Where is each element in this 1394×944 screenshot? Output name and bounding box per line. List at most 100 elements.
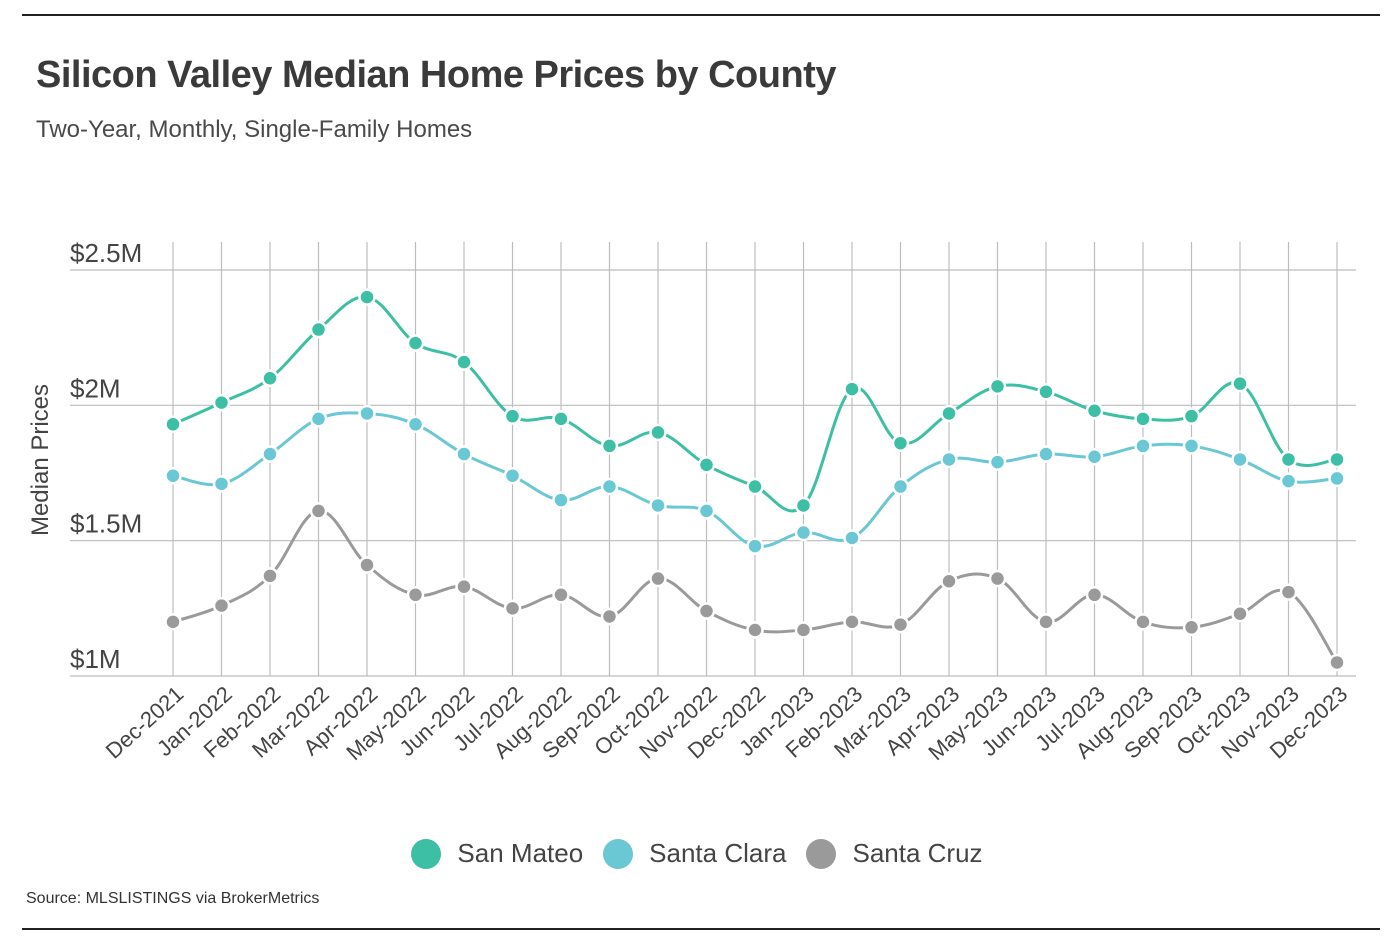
- data-point-santa-clara: [1328, 469, 1346, 488]
- legend-item-santa-clara: Santa Clara: [603, 838, 786, 869]
- data-point-santa-cruz: [891, 615, 910, 634]
- data-point-santa-cruz: [212, 596, 231, 615]
- legend-label-santa-clara: Santa Clara: [649, 838, 787, 868]
- data-point-san-mateo: [988, 377, 1007, 396]
- data-point-santa-clara: [406, 415, 425, 434]
- data-point-san-mateo: [406, 334, 425, 352]
- data-point-san-mateo: [552, 410, 570, 428]
- chart-title: Silicon Valley Median Home Prices by Cou…: [36, 54, 836, 96]
- data-point-san-mateo: [1328, 450, 1346, 469]
- data-point-san-mateo: [1037, 383, 1055, 401]
- data-point-santa-cruz: [309, 502, 328, 520]
- data-point-santa-cruz: [1231, 604, 1249, 623]
- series-layer: [164, 288, 1346, 672]
- data-point-santa-clara: [1037, 445, 1055, 463]
- data-point-santa-clara: [1182, 437, 1201, 455]
- data-point-santa-clara: [891, 477, 910, 496]
- chart-subtitle: Two-Year, Monthly, Single-Family Homes: [36, 116, 473, 143]
- data-point-santa-cruz: [261, 567, 279, 585]
- legend-swatch-santa-cruz: [806, 838, 837, 869]
- data-point-santa-cruz: [1328, 653, 1346, 672]
- data-point-santa-cruz: [406, 586, 425, 604]
- y-tick-label: $2M: [70, 373, 121, 403]
- data-point-santa-clara: [1134, 437, 1152, 455]
- data-point-santa-cruz: [552, 586, 570, 604]
- data-point-san-mateo: [1085, 401, 1104, 420]
- data-point-san-mateo: [891, 434, 910, 452]
- legend-item-san-mateo: San Mateo: [411, 838, 583, 869]
- data-point-santa-cruz: [164, 613, 182, 631]
- source-note: Source: MLSLISTINGS via BrokerMetrics: [26, 890, 320, 907]
- legend-label-san-mateo: San Mateo: [457, 838, 584, 868]
- data-point-santa-cruz: [649, 569, 667, 588]
- data-point-santa-cruz: [455, 577, 473, 596]
- data-point-santa-clara: [843, 529, 861, 547]
- top-rule: [22, 14, 1380, 16]
- data-point-santa-cruz: [794, 621, 813, 639]
- data-point-santa-cruz: [843, 613, 861, 631]
- series-santa-cruz: [164, 502, 1346, 672]
- data-point-santa-clara: [1231, 450, 1249, 469]
- data-point-san-mateo: [503, 407, 522, 425]
- data-point-santa-cruz: [1085, 586, 1104, 604]
- data-point-santa-clara: [940, 450, 958, 469]
- data-point-san-mateo: [649, 423, 667, 442]
- bottom-rule: [22, 928, 1380, 930]
- data-point-san-mateo: [1182, 407, 1201, 425]
- data-point-santa-cruz: [1279, 583, 1298, 601]
- data-point-santa-cruz: [358, 556, 376, 574]
- data-point-san-mateo: [261, 369, 279, 388]
- data-point-santa-cruz: [1182, 618, 1201, 637]
- data-point-san-mateo: [1134, 410, 1152, 428]
- x-tick-labels: Dec-2021Jan-2022Feb-2022Mar-2022Apr-2022…: [101, 681, 1353, 765]
- legend-swatch-san-mateo: [411, 838, 442, 869]
- data-point-santa-cruz: [746, 621, 764, 639]
- data-point-san-mateo: [455, 353, 473, 371]
- data-point-santa-cruz: [988, 569, 1007, 588]
- data-point-san-mateo: [309, 320, 328, 339]
- data-point-santa-cruz: [1134, 613, 1152, 631]
- data-point-santa-clara: [697, 502, 716, 520]
- data-point-san-mateo: [600, 437, 619, 455]
- data-point-san-mateo: [746, 477, 764, 496]
- data-point-santa-cruz: [697, 602, 716, 620]
- legend-item-santa-cruz: Santa Cruz: [806, 838, 983, 869]
- data-point-san-mateo: [940, 404, 958, 423]
- data-point-santa-clara: [455, 445, 473, 463]
- data-point-santa-clara: [649, 496, 667, 515]
- data-point-santa-cruz: [503, 599, 522, 618]
- y-tick-label: $2.5M: [70, 238, 142, 268]
- data-point-santa-clara: [212, 475, 231, 493]
- series-san-mateo: [164, 288, 1346, 515]
- data-point-santa-cruz: [940, 572, 958, 591]
- y-tick-label: $1M: [70, 644, 121, 674]
- data-point-santa-cruz: [600, 607, 619, 626]
- legend-swatch-santa-clara: [603, 838, 634, 869]
- data-point-santa-clara: [600, 477, 619, 496]
- legend: San Mateo Santa Clara Santa Cruz: [0, 838, 1394, 869]
- data-point-santa-clara: [746, 537, 764, 555]
- series-santa-clara: [164, 404, 1346, 555]
- data-point-santa-clara: [503, 466, 522, 485]
- data-point-santa-clara: [552, 491, 570, 509]
- data-point-san-mateo: [843, 380, 861, 398]
- data-point-san-mateo: [212, 393, 231, 412]
- data-point-santa-clara: [261, 445, 279, 463]
- data-point-san-mateo: [794, 496, 813, 515]
- data-point-san-mateo: [1231, 374, 1249, 393]
- data-point-san-mateo: [1279, 450, 1298, 469]
- y-tick-label: $1.5M: [70, 509, 142, 539]
- data-point-san-mateo: [164, 415, 182, 434]
- data-point-santa-clara: [794, 523, 813, 542]
- y-axis-label: Median Prices: [27, 384, 54, 536]
- data-point-santa-cruz: [1037, 613, 1055, 631]
- data-point-santa-clara: [358, 404, 376, 423]
- legend-label-santa-cruz: Santa Cruz: [852, 838, 983, 868]
- data-point-santa-clara: [309, 410, 328, 428]
- y-tick-labels: $1M $1.5M $2M $2.5M: [70, 238, 142, 674]
- data-point-san-mateo: [697, 456, 716, 474]
- data-point-santa-clara: [988, 453, 1007, 471]
- data-point-san-mateo: [358, 288, 376, 306]
- data-point-santa-clara: [1279, 472, 1298, 490]
